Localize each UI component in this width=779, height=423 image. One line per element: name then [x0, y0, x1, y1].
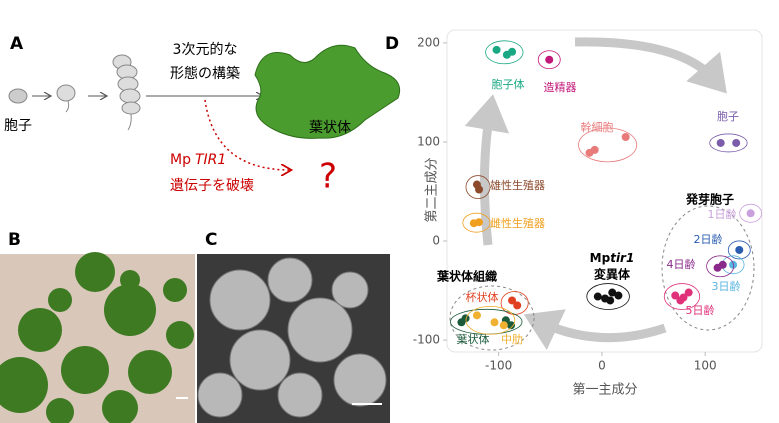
x-tick-label: 0: [598, 359, 606, 373]
series-label: 1日齢: [708, 207, 737, 221]
point: [508, 47, 517, 56]
point: [461, 314, 470, 323]
mutant-label: 変異体: [594, 267, 631, 282]
panel-label: C: [205, 230, 217, 250]
cluster-outline: [727, 240, 751, 260]
x-axis-label: 第一主成分: [572, 383, 637, 398]
point: [718, 260, 727, 269]
process-text: 形態の構築: [170, 66, 240, 82]
panel-a: A 3次元的な 形態の構築 胞子 葉状体 Mp TIR1 遺伝子を破壊 ?: [4, 34, 401, 197]
y-tick-label: 0: [432, 234, 440, 248]
mutant-label: Mp TIR1: [170, 152, 226, 168]
point: [492, 45, 501, 54]
mutant-label: Mptir1: [590, 251, 635, 265]
process-text: 3次元的な: [173, 42, 238, 58]
point: [606, 296, 615, 305]
mutant-label: 遺伝子を破壊: [170, 178, 254, 194]
point: [545, 55, 554, 64]
group-outline: [449, 285, 535, 351]
cluster-outline: [578, 127, 638, 163]
point: [499, 321, 508, 330]
point: [735, 245, 744, 254]
series-label: 幹細胞: [581, 120, 614, 134]
spore-icon: [8, 88, 28, 104]
series-label: 3日齢: [712, 279, 741, 293]
x-tick-label: 100: [694, 359, 717, 373]
group-label: 発芽胞子: [685, 192, 734, 207]
y-axis-label: 第二主成分: [425, 157, 440, 222]
point: [621, 133, 630, 142]
point: [508, 296, 517, 305]
sem-structures: [197, 257, 387, 418]
panel-b: B: [0, 230, 195, 423]
series-label: 雌性生殖器: [490, 216, 545, 230]
cluster-outline: [537, 50, 561, 70]
series-label: 2日齢: [694, 232, 723, 246]
series-label: 葉状体: [457, 332, 490, 346]
sporeling-icon: [112, 54, 141, 131]
group-outline: [661, 205, 755, 331]
panel-label: D: [385, 34, 399, 54]
y-tick-label: -100: [413, 333, 440, 347]
point: [507, 321, 516, 330]
series-label: 4日齢: [667, 257, 696, 271]
panel-d: D 第二主成分 第一主成分 発芽胞子 葉状体組織 Mptir1 変異体 -100…: [385, 29, 763, 398]
y-tick-label: 100: [417, 134, 440, 148]
thallus-label: 葉状体: [309, 120, 351, 136]
point: [732, 138, 741, 147]
thallus-image: [254, 44, 401, 139]
panel-c: C: [197, 230, 390, 423]
cluster-outline: [465, 305, 516, 335]
plants: [0, 252, 194, 423]
question-mark: ?: [319, 157, 337, 197]
series-label: 中肋: [501, 332, 523, 346]
point: [746, 209, 755, 218]
point: [684, 288, 693, 297]
cluster-outline: [739, 203, 763, 223]
cluster-outline: [485, 40, 524, 65]
series-label: 胞子体: [492, 77, 525, 91]
x-tick-label: -100: [485, 359, 512, 373]
spore-label: 胞子: [4, 118, 32, 134]
point: [593, 292, 602, 301]
germ-icon: [65, 100, 70, 113]
dotted-arrow: [204, 99, 290, 170]
series-label: 造精器: [544, 80, 577, 94]
point: [490, 318, 499, 327]
series-label: 杯状体: [466, 290, 499, 304]
point: [729, 260, 738, 269]
series-label: 5日齢: [686, 303, 715, 317]
y-tick-label: 200: [417, 35, 440, 49]
point: [671, 291, 680, 300]
panel-label: A: [10, 34, 24, 54]
point: [472, 311, 481, 320]
series-label: 雄性生殖器: [490, 178, 545, 192]
series-label: 胞子: [717, 110, 739, 123]
cluster-outline: [462, 212, 491, 233]
panel-label: B: [8, 230, 21, 250]
germ-icon: [56, 84, 76, 102]
plot-frame: [446, 29, 763, 353]
group-label: 葉状体組織: [436, 269, 497, 284]
cluster-outline: [586, 283, 630, 310]
point: [513, 301, 522, 310]
point: [475, 218, 484, 227]
point: [590, 145, 599, 154]
cluster-outline: [709, 133, 748, 153]
point: [676, 296, 685, 305]
cluster-outline: [706, 255, 735, 278]
cluster-outline: [663, 283, 701, 310]
point: [614, 291, 623, 300]
cycle-arrows: [464, 37, 727, 350]
point: [608, 288, 617, 297]
cluster-outline: [465, 175, 491, 199]
point: [475, 185, 484, 194]
point: [716, 138, 725, 147]
